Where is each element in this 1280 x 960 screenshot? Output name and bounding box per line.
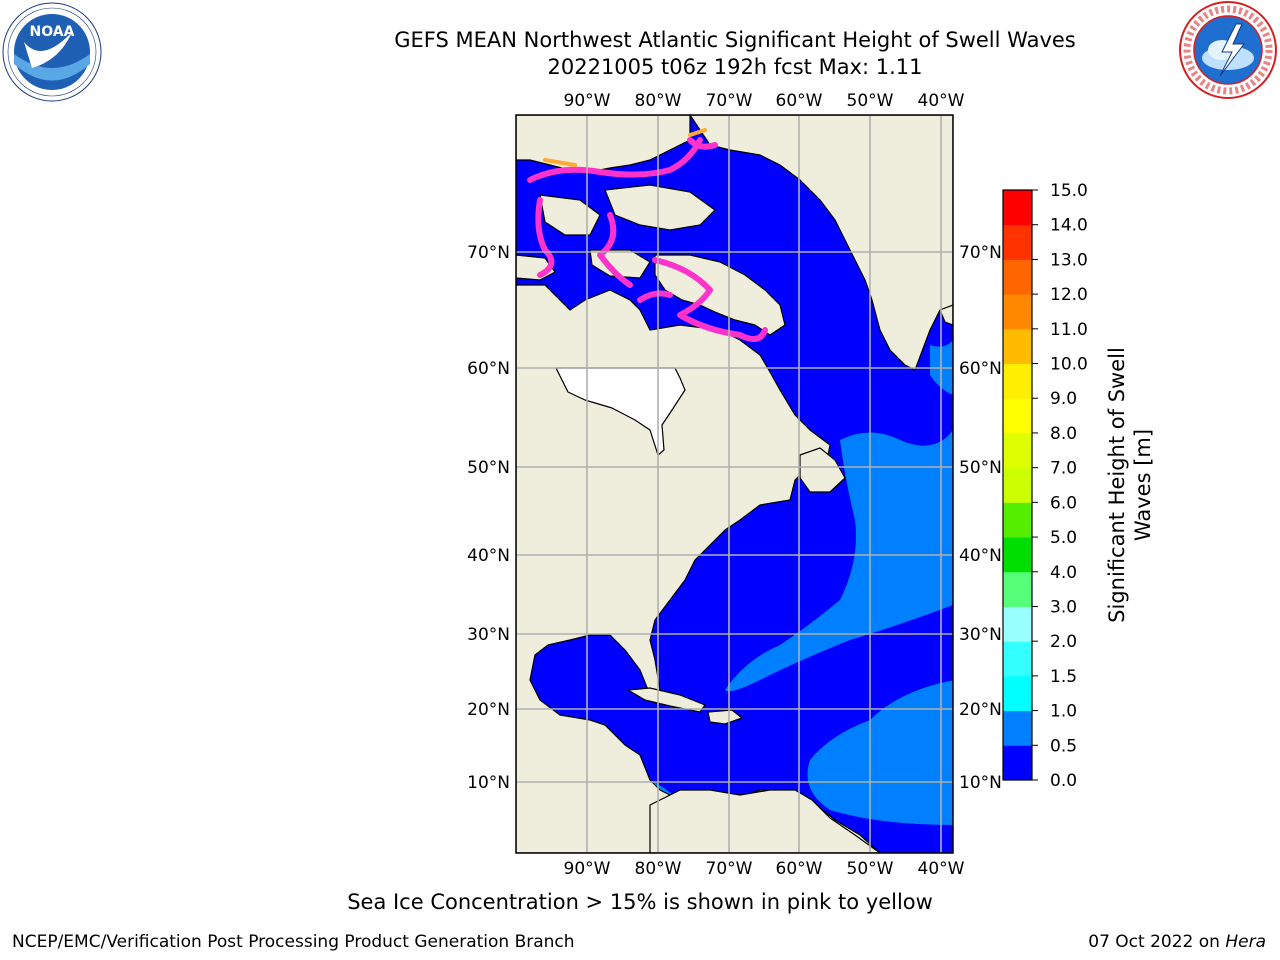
sea-ice-band-6: [687, 137, 718, 150]
lon-label-bottom-50w: 50°W: [847, 859, 894, 879]
lon-label-bottom-90w: 90°W: [564, 859, 611, 879]
colorbar-label-line2: Waves [m]: [1131, 428, 1155, 542]
colorbar-tick-label: 14.0: [1050, 216, 1088, 236]
iceland-land: [939, 304, 953, 326]
sea-ice-yellow: [543, 128, 707, 167]
hudson-bay-nodata: [555, 367, 686, 456]
map-frame: [515, 114, 954, 854]
lat-label-left-50n: 50°N: [467, 458, 510, 478]
colorbar-segment: [1003, 432, 1032, 469]
lon-label-top-40w: 40°W: [918, 91, 965, 111]
lon-label-top-90w: 90°W: [564, 91, 611, 111]
sea-ice-overlay: [527, 128, 768, 342]
lat-label-right-60n: 60°N: [959, 359, 1002, 379]
colorbar-segment: [1003, 571, 1032, 607]
map-panel: [516, 115, 953, 853]
graticule: [516, 115, 953, 853]
colorbar-segment: [1003, 710, 1032, 746]
colorbar-segment: [1003, 467, 1032, 503]
colorbar-segment: [1003, 363, 1032, 399]
colorbar-segment: [1003, 641, 1032, 677]
colorbar-tick-label: 1.0: [1050, 702, 1077, 722]
colorbar-tick-label: 13.0: [1050, 250, 1088, 270]
colorbar-tick-label: 0.5: [1050, 736, 1077, 756]
sea-ice-caption: Sea Ice Concentration > 15% is shown in …: [347, 890, 933, 914]
arctic-island-2: [539, 194, 601, 236]
colorbar-tick-label: 12.0: [1050, 285, 1088, 305]
colorbar-frame: [1002, 189, 1033, 781]
arctic-island-3: [604, 184, 716, 231]
nws-logo: [1179, 1, 1277, 99]
lon-label-top-60w: 60°W: [776, 91, 823, 111]
sea-ice-band-5: [637, 290, 673, 303]
colorbar-segment: [1003, 190, 1032, 226]
colorbar-segment: [1003, 224, 1032, 260]
lat-label-right-30n: 30°N: [959, 625, 1002, 645]
lon-label-top-80w: 80°W: [635, 91, 682, 111]
lat-label-left-40n: 40°N: [467, 546, 510, 566]
colorbar-segment: [1003, 745, 1032, 781]
chart-title: GEFS MEAN Northwest Atlantic Significant…: [394, 28, 1076, 52]
footer-date-text: 07 Oct 2022 on: [1088, 932, 1226, 952]
lat-label-right-70n: 70°N: [959, 243, 1002, 263]
lat-label-left-60n: 60°N: [467, 359, 510, 379]
colorbar-tick-label: 1.5: [1050, 667, 1077, 687]
colorbar-tick-label: 0.0: [1050, 771, 1077, 791]
hispaniola-land: [707, 709, 743, 725]
colorbar-tick-label: 7.0: [1050, 459, 1077, 479]
colorbar-tick-label: 9.0: [1050, 389, 1077, 409]
colorbar-segment: [1003, 606, 1032, 642]
lat-label-left-70n: 70°N: [467, 243, 510, 263]
colorbar-tick-label: 8.0: [1050, 424, 1077, 444]
colorbar-tick-label: 5.0: [1050, 528, 1077, 548]
colorbar-segment: [1003, 259, 1032, 295]
footer-host: Hera: [1225, 932, 1266, 952]
colorbar-segment: [1003, 398, 1032, 434]
lat-label-left-30n: 30°N: [467, 625, 510, 645]
footer-date: 07 Oct 2022 on Hera: [1088, 932, 1266, 952]
colorbar-tick-label: 6.0: [1050, 493, 1077, 513]
lon-label-top-50w: 50°W: [847, 91, 894, 111]
newfoundland-land: [799, 447, 846, 493]
colorbar-segment: [1003, 294, 1032, 330]
colorbar-tick-label: 15.0: [1050, 181, 1088, 201]
noaa-logo: NOAA: [2, 2, 102, 102]
chart-subtitle: 20221005 t06z 192h fcst Max: 1.11: [547, 55, 923, 79]
colorbar-tick-label: 2.0: [1050, 632, 1077, 652]
colorbar-tick-label: 3.0: [1050, 597, 1077, 617]
colorbar-tick-label: 10.0: [1050, 355, 1088, 375]
colorbar-label: Significant Height of Swell Waves [m]: [1104, 325, 1156, 645]
lon-label-bottom-70w: 70°W: [706, 859, 753, 879]
lon-label-top-70w: 70°W: [706, 91, 753, 111]
colorbar-tick-label: 11.0: [1050, 320, 1088, 340]
footer-organization: NCEP/EMC/Verification Post Processing Pr…: [12, 932, 575, 952]
sea-ice-band-1: [527, 137, 703, 183]
noaa-logo-text: NOAA: [30, 24, 75, 40]
colorbar-segment: [1003, 675, 1032, 712]
lat-label-right-10n: 10°N: [959, 773, 1002, 793]
sea-ice-band-3: [597, 212, 633, 288]
lon-label-bottom-40w: 40°W: [918, 859, 965, 879]
lat-label-right-50n: 50°N: [959, 458, 1002, 478]
greenland-land: [689, 115, 953, 371]
colorbar-segment: [1003, 328, 1032, 365]
lat-label-left-20n: 20°N: [467, 700, 510, 720]
south-america-land: [649, 789, 881, 853]
lat-label-left-10n: 10°N: [467, 773, 510, 793]
sea-ice-band-2: [535, 197, 555, 278]
sea-ice-band-4: [652, 257, 768, 342]
colorbar-tick-label: 4.0: [1050, 563, 1077, 583]
colorbar-segment: [1003, 537, 1032, 573]
lat-label-right-20n: 20°N: [959, 700, 1002, 720]
lat-label-right-40n: 40°N: [959, 546, 1002, 566]
lon-label-bottom-60w: 60°W: [776, 859, 823, 879]
lon-label-bottom-80w: 80°W: [635, 859, 682, 879]
colorbar-label-line1: Significant Height of Swell: [1105, 347, 1129, 623]
colorbar: 0.0 0.5 1.0 1.5 2.0 3.0 4.0 5.0 6.0 7.0 8.0 9.0 10.0…: [1002, 181, 1088, 791]
colorbar-segment: [1003, 502, 1032, 538]
